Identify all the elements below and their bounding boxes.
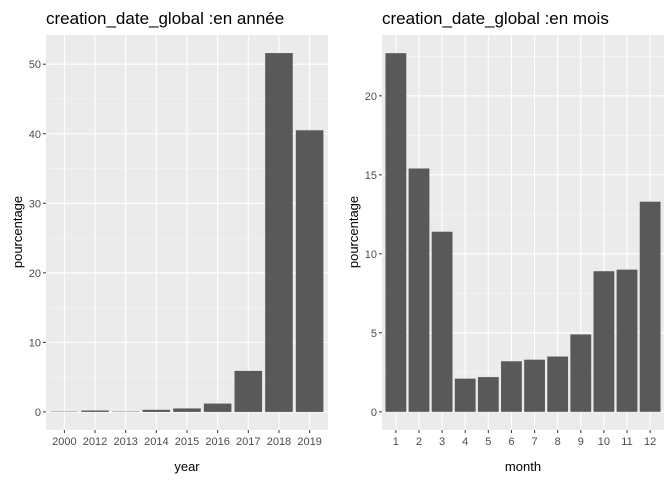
bar-3: [431, 231, 453, 412]
y-axis-label-month: pourcentage: [346, 196, 361, 268]
x-tick-label: 11: [621, 436, 632, 448]
y-tick-label: 30: [29, 198, 41, 210]
x-tick-label: 2018: [267, 436, 291, 448]
bar-2015: [173, 408, 201, 412]
x-tick-label: 2012: [83, 436, 107, 448]
chart-panel-year: creation_date_global :en année 0 10 20 30 40…: [10, 9, 328, 474]
bar-2018: [265, 53, 293, 412]
x-tick-label: 6: [508, 436, 514, 448]
y-axis-label-year: pourcentage: [10, 196, 25, 268]
x-tick-label: 7: [531, 436, 537, 448]
bar-12: [639, 201, 661, 412]
y-tick-label: 10: [365, 249, 377, 261]
bar-2014: [142, 409, 171, 412]
y-axis-year: 0 10 20 30 40 50: [29, 59, 46, 419]
x-tick-label: 2000: [52, 436, 76, 448]
x-tick-label: 4: [462, 436, 468, 448]
x-axis-month: 1 2 3 4 5 6 7 8 9 10 11 12: [393, 430, 656, 448]
x-axis-year: 2000 2012 2013 2014 2015 2016 2017 2018 2019: [52, 430, 322, 448]
bar-2012: [81, 410, 109, 412]
x-tick-label: 2019: [297, 436, 321, 448]
bar-1: [385, 53, 407, 412]
x-tick-label: 10: [598, 436, 610, 448]
bars-month: [385, 53, 661, 412]
x-tick-label: 2: [416, 436, 422, 448]
bar-2017: [234, 370, 263, 412]
x-axis-label-month: month: [505, 459, 541, 474]
bar-11: [616, 269, 638, 412]
x-tick-label: 5: [485, 436, 491, 448]
y-tick-label: 5: [371, 328, 377, 340]
bar-2016: [203, 403, 232, 412]
bar-2019: [295, 130, 324, 412]
x-tick-label: 9: [578, 436, 584, 448]
bar-8: [547, 356, 569, 412]
x-tick-label: 3: [439, 436, 445, 448]
bar-4: [454, 378, 476, 412]
y-tick-label: 40: [29, 129, 41, 141]
y-tick-label: 0: [371, 407, 377, 419]
x-axis-label-year: year: [174, 459, 200, 474]
x-tick-label: 2014: [144, 436, 168, 448]
x-tick-label: 2015: [175, 436, 199, 448]
chart-title-month: creation_date_global :en mois: [382, 9, 609, 28]
bar-7: [524, 359, 545, 412]
y-tick-label: 10: [29, 337, 41, 349]
y-tick-label: 20: [29, 268, 41, 280]
chart-title-year: creation_date_global :en année: [46, 9, 284, 28]
bar-10: [593, 271, 615, 412]
y-axis-month: 0 5 10 15 20: [365, 91, 382, 419]
y-tick-label: 20: [365, 91, 377, 103]
x-tick-label: 12: [644, 436, 656, 448]
x-tick-label: 2017: [236, 436, 260, 448]
x-tick-label: 8: [555, 436, 561, 448]
y-tick-label: 50: [29, 59, 41, 71]
x-tick-label: 2013: [113, 436, 137, 448]
y-tick-label: 0: [35, 407, 41, 419]
bar-2: [408, 168, 430, 412]
x-tick-label: 1: [393, 436, 399, 448]
y-tick-label: 15: [365, 170, 377, 182]
x-tick-label: 2016: [205, 436, 229, 448]
bars-year: [50, 53, 324, 412]
bar-6: [501, 361, 522, 412]
bar-5: [477, 377, 499, 412]
bar-9: [570, 334, 592, 412]
